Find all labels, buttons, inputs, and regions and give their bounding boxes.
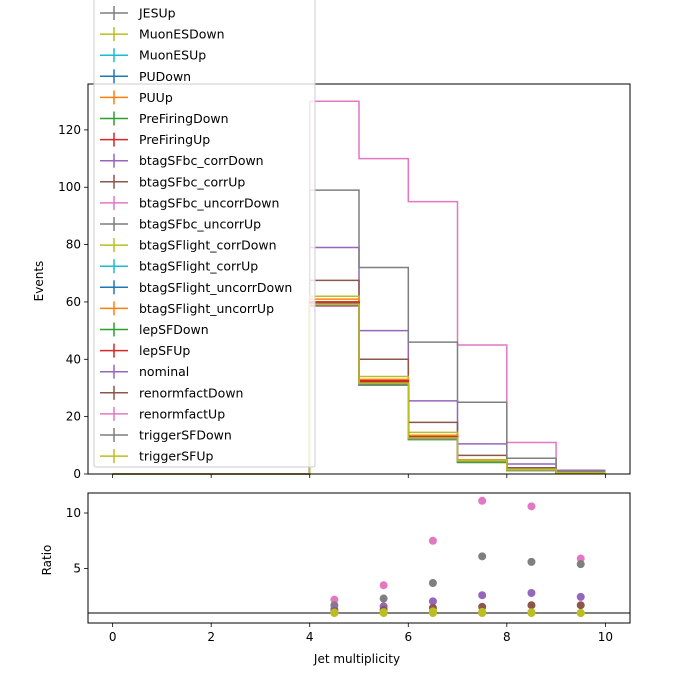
legend-item-btagSFbc_uncorrUp: btagSFbc_uncorrUp: [100, 217, 261, 232]
ratio-y-ticks: 5 10: [66, 506, 88, 576]
x-tick-label: 8: [503, 630, 511, 644]
legend-item-renormfactUp: renormfactUp: [100, 406, 225, 421]
legend-label: PUUp: [139, 90, 173, 105]
legend-box: [93, 0, 316, 468]
legend-item-MuonESDown: MuonESDown: [100, 27, 225, 42]
ratio-y-tick-label: 5: [73, 562, 81, 576]
ratio-point-triggerSFUp: [527, 609, 536, 617]
legend-item-PUDown: PUDown: [100, 69, 191, 84]
legend-item-lepSFDown: lepSFDown: [100, 322, 209, 337]
ratio-point-btagSFbc_uncorrUp: [478, 552, 487, 561]
legend-item-JESUp: JESUp: [100, 6, 176, 21]
legend-item-MuonESUp: MuonESUp: [100, 48, 206, 63]
ratio-plot-marks: [88, 496, 630, 617]
ratio-point-triggerSFUp: [428, 609, 437, 617]
legend-item-btagSFbc_corrDown: btagSFbc_corrDown: [100, 153, 264, 168]
ratio-point-btagSFbc_corrUp: [576, 601, 585, 610]
ratio-point-btagSFbc_uncorrUp: [379, 594, 388, 603]
ratio-point-btagSFbc_corrDown: [478, 591, 487, 600]
main-y-tick-label: 60: [66, 295, 81, 309]
ratio-point-btagSFbc_corrDown: [428, 597, 437, 606]
ratio-point-triggerSFUp: [478, 609, 487, 617]
legend-label: triggerSFUp: [139, 449, 213, 464]
legend-label: MuonESUp: [139, 48, 206, 63]
x-axis-label: Jet multiplicity: [313, 652, 400, 666]
legend-label: btagSFbc_corrUp: [139, 174, 245, 189]
legend-label: nominal: [139, 364, 189, 379]
main-y-tick-label: 0: [73, 467, 81, 481]
legend-label: triggerSFDown: [139, 428, 232, 443]
legend-label: lepSFUp: [139, 343, 190, 358]
legend-item-PreFiringDown: PreFiringDown: [100, 111, 229, 126]
legend-label: MuonESDown: [139, 27, 225, 42]
ratio-y-axis-label: Ratio: [40, 545, 54, 576]
ratio-plot-frame: [87, 492, 631, 624]
x-tick-label: 10: [598, 630, 613, 644]
legend-items: JESUp MuonESDown MuonESUp PUDown PUUp PreFiri…: [100, 6, 292, 464]
legend-label: lepSFDown: [139, 322, 209, 337]
legend-label: btagSFlight_uncorrUp: [139, 301, 274, 316]
main-y-tick-label: 100: [58, 180, 81, 194]
ratio-point-btagSFbc_corrUp: [527, 601, 536, 610]
legend-label: PUDown: [139, 69, 191, 84]
main-y-tick-label: 120: [58, 123, 81, 137]
main-y-tick-label: 20: [66, 410, 81, 424]
legend-label: btagSFlight_corrUp: [139, 259, 258, 274]
ratio-point-btagSFbc_uncorrDown: [379, 581, 388, 590]
ratio-y-tick-label: 10: [66, 506, 81, 520]
x-tick-label: 2: [207, 630, 215, 644]
ratio-point-btagSFbc_uncorrDown: [478, 496, 487, 505]
legend-item-renormfactDown: renormfactDown: [100, 385, 243, 400]
x-tick-label: 0: [109, 630, 117, 644]
ratio-point-btagSFbc_uncorrUp: [428, 579, 437, 587]
ratio-plot-panel: 0 2 4 6 8 10 5 10 Ratio Jet multiplicity: [40, 492, 631, 666]
ratio-point-btagSFbc_uncorrDown: [428, 536, 437, 545]
ratio-point-btagSFbc_uncorrDown: [330, 595, 339, 604]
legend-item-triggerSFUp: triggerSFUp: [100, 449, 213, 464]
ratio-point-triggerSFUp: [330, 609, 339, 617]
ratio-point-btagSFbc_corrDown: [527, 589, 536, 597]
legend-label: btagSFbc_uncorrUp: [139, 217, 261, 232]
legend-label: btagSFlight_uncorrDown: [139, 280, 292, 295]
legend-item-lepSFUp: lepSFUp: [100, 343, 190, 358]
ratio-x-ticks: 0 2 4 6 8 10: [109, 623, 613, 644]
main-y-ticks: 0 20 40 60 80 100 120: [58, 123, 88, 481]
legend-item-nominal: nominal: [100, 364, 189, 379]
legend-item-btagSFlight_corrDown: btagSFlight_corrDown: [100, 238, 277, 253]
main-y-tick-label: 40: [66, 352, 81, 366]
ratio-point-triggerSFUp: [379, 609, 388, 617]
legend: JESUp MuonESDown MuonESUp PUDown PUUp PreFiri…: [93, 0, 316, 468]
x-tick-label: 6: [404, 630, 412, 644]
ratio-point-triggerSFUp: [576, 609, 585, 617]
legend-label: renormfactUp: [139, 406, 225, 421]
legend-item-btagSFlight_uncorrUp: btagSFlight_uncorrUp: [100, 301, 274, 316]
legend-label: btagSFbc_uncorrDown: [139, 195, 279, 210]
main-plot-panel: 0 20 40 60 80 100 120 Events: [32, 83, 631, 481]
legend-item-btagSFlight_uncorrDown: btagSFlight_uncorrDown: [100, 280, 292, 295]
legend-item-triggerSFDown: triggerSFDown: [100, 428, 232, 443]
ratio-point-btagSFbc_uncorrUp: [576, 560, 585, 569]
main-x-ticks: [112, 474, 606, 478]
legend-label: btagSFbc_corrDown: [139, 153, 264, 168]
legend-label: PreFiringDown: [139, 111, 229, 126]
main-y-tick-label: 80: [66, 238, 81, 252]
ratio-point-btagSFbc_corrDown: [576, 592, 585, 601]
legend-item-PreFiringUp: PreFiringUp: [100, 132, 210, 147]
main-plot-frame: [87, 83, 631, 475]
ratio-point-btagSFbc_uncorrDown: [576, 554, 585, 563]
legend-label: JESUp: [138, 6, 176, 21]
legend-label: PreFiringUp: [139, 132, 210, 147]
legend-item-btagSFlight_corrUp: btagSFlight_corrUp: [100, 259, 258, 274]
legend-item-btagSFbc_uncorrDown: btagSFbc_uncorrDown: [100, 195, 279, 210]
legend-label: btagSFlight_corrDown: [139, 238, 277, 253]
x-tick-label: 4: [306, 630, 314, 644]
legend-label: renormfactDown: [139, 385, 243, 400]
ratio-point-btagSFbc_uncorrDown: [527, 502, 536, 511]
legend-item-btagSFbc_corrUp: btagSFbc_corrUp: [100, 174, 245, 189]
main-y-axis-label: Events: [32, 261, 46, 302]
legend-item-PUUp: PUUp: [100, 90, 173, 105]
ratio-point-btagSFbc_uncorrUp: [527, 557, 536, 566]
